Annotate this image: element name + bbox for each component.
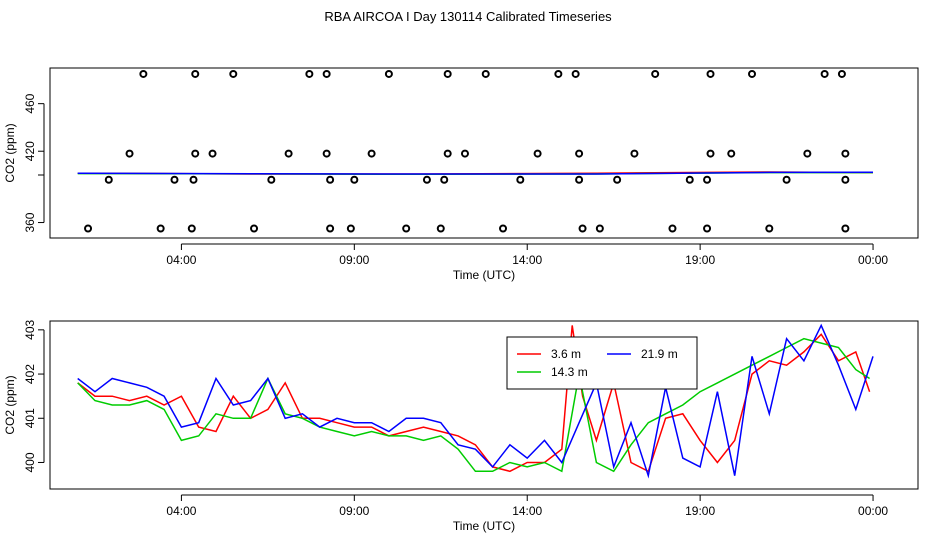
- scatter-point: [284, 149, 293, 158]
- x-tick-label: 09:00: [339, 504, 369, 518]
- scatter-point: [170, 175, 179, 184]
- scatter-point: [326, 224, 335, 233]
- x-tick-label: 09:00: [339, 253, 369, 267]
- legend-label-3: 21.9 m: [641, 347, 678, 361]
- x-tick-label: 19:00: [685, 504, 715, 518]
- scatter-point: [703, 175, 712, 184]
- scatter-point: [533, 149, 542, 158]
- scatter-point: [516, 175, 525, 184]
- chart-panel-2: 04:00 09:00 14:00 19:00 00:00 Time (UTC) 400 40…: [3, 320, 919, 533]
- chart-panel-1: 04:00 09:00 14:00 19:00 00:00 Time (UTC) 360 42…: [3, 67, 919, 282]
- scatter-point: [706, 69, 715, 78]
- y-axis-label: CO2 (ppm): [3, 375, 17, 434]
- scatter-point: [346, 224, 355, 233]
- scatter-point: [460, 149, 469, 158]
- scatter-point: [703, 224, 712, 233]
- scatter-point: [595, 224, 604, 233]
- figure-title: RBA AIRCOA I Day 130114 Calibrated Times…: [324, 9, 612, 24]
- legend-box: [506, 336, 698, 390]
- y-tick-label: 420: [23, 141, 37, 161]
- scatter-point: [350, 175, 359, 184]
- scatter-point: [748, 69, 757, 78]
- scatter-point: [191, 69, 200, 78]
- scatter-point: [440, 175, 449, 184]
- scatter-point: [322, 69, 331, 78]
- series-group: [77, 323, 874, 479]
- scatter-point: [125, 149, 134, 158]
- scatter-point: [668, 224, 677, 233]
- series-line-3: [77, 323, 874, 479]
- scatter-point: [156, 224, 165, 233]
- scatter-point: [208, 149, 217, 158]
- scatter-point: [575, 175, 584, 184]
- y-tick-label: 403: [23, 320, 37, 340]
- scatter-point: [630, 149, 639, 158]
- x-tick-label: 14:00: [512, 253, 542, 267]
- scatter-point: [250, 224, 259, 233]
- x-tick-label: 14:00: [512, 504, 542, 518]
- x-axis-label: Time (UTC): [453, 268, 515, 282]
- scatter-point: [481, 69, 490, 78]
- legend-label-2: 14.3 m: [551, 365, 588, 379]
- scatter-point: [305, 69, 314, 78]
- scatter-point: [402, 224, 411, 233]
- y-tick-label: 402: [23, 364, 37, 384]
- scatter-point: [422, 175, 431, 184]
- scatter-point: [651, 69, 660, 78]
- scatter-point: [139, 69, 148, 78]
- scatter-point: [499, 224, 508, 233]
- series-line-3: [77, 171, 874, 175]
- scatter-point: [571, 69, 580, 78]
- series-line-1: [77, 325, 871, 473]
- scatter-point: [706, 149, 715, 158]
- scatter-point: [575, 149, 584, 158]
- scatter-point: [187, 224, 196, 233]
- scatter-point: [554, 69, 563, 78]
- series-line-2: [77, 337, 871, 473]
- scatter-point: [367, 149, 376, 158]
- y-tick-label: 360: [23, 212, 37, 232]
- x-axis-label: Time (UTC): [453, 519, 515, 533]
- scatter-point: [727, 149, 736, 158]
- scatter-point: [443, 69, 452, 78]
- scatter-point: [782, 175, 791, 184]
- scatter-point: [189, 175, 198, 184]
- scatter-point: [841, 175, 850, 184]
- scatter-point: [837, 69, 846, 78]
- series-group: [77, 69, 874, 233]
- scatter-point: [436, 224, 445, 233]
- scatter-point: [384, 69, 393, 78]
- scatter-point: [841, 224, 850, 233]
- scatter-point: [765, 224, 774, 233]
- x-tick-label: 19:00: [685, 253, 715, 267]
- scatter-point: [613, 175, 622, 184]
- scatter-point: [191, 149, 200, 158]
- scatter-point: [104, 175, 113, 184]
- y-tick-label: 401: [23, 408, 37, 428]
- scatter-point: [578, 224, 587, 233]
- y-axis-label: CO2 (ppm): [3, 123, 17, 182]
- scatter-point: [322, 149, 331, 158]
- plot-frame: [49, 320, 919, 490]
- x-tick-label: 00:00: [858, 253, 888, 267]
- legend-label-1: 3.6 m: [551, 347, 581, 361]
- scatter-point: [443, 149, 452, 158]
- plot-frame: [49, 67, 919, 239]
- scatter-point: [803, 149, 812, 158]
- scatter-point: [229, 69, 238, 78]
- scatter-point: [820, 69, 829, 78]
- scatter-point: [84, 224, 93, 233]
- y-tick-label: 460: [23, 93, 37, 113]
- scatter-point: [326, 175, 335, 184]
- legend: 3.6 m 14.3 m 21.9 m: [506, 336, 698, 390]
- x-tick-label: 00:00: [858, 504, 888, 518]
- scatter-point: [841, 149, 850, 158]
- y-tick-label: 400: [23, 452, 37, 472]
- x-tick-label: 04:00: [166, 253, 196, 267]
- scatter-point: [267, 175, 276, 184]
- scatter-point: [685, 175, 694, 184]
- x-tick-label: 04:00: [166, 504, 196, 518]
